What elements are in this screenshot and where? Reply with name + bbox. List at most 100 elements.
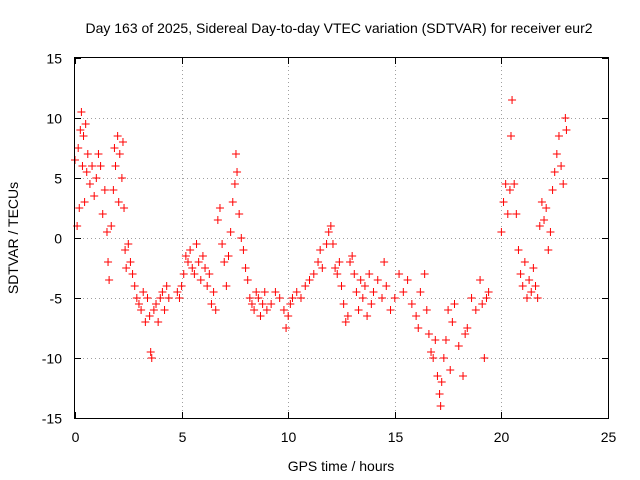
data-point	[341, 318, 350, 326]
data-point	[557, 162, 566, 170]
data-point	[286, 300, 295, 308]
data-point	[120, 204, 129, 212]
data-point	[122, 264, 131, 272]
data-point	[173, 288, 182, 296]
data-point	[237, 234, 246, 242]
y-tick-label: 0	[54, 231, 62, 247]
data-point	[110, 144, 119, 152]
data-point	[444, 306, 453, 314]
data-point	[339, 300, 348, 308]
data-point	[94, 150, 103, 158]
data-point	[284, 312, 293, 320]
data-point	[516, 270, 525, 278]
data-point	[88, 162, 97, 170]
data-point	[561, 114, 570, 122]
data-point	[529, 264, 538, 272]
data-point	[369, 288, 378, 296]
data-point	[429, 354, 438, 362]
data-point	[514, 246, 523, 254]
data-point	[484, 288, 493, 296]
data-point	[548, 186, 557, 194]
data-point	[194, 258, 203, 266]
data-point	[231, 150, 240, 158]
data-point	[76, 126, 85, 134]
data-point	[201, 264, 210, 272]
data-point	[111, 162, 120, 170]
data-point	[416, 288, 425, 296]
data-point	[209, 288, 218, 296]
data-point	[497, 228, 506, 236]
data-point	[130, 282, 139, 290]
data-point	[113, 132, 122, 140]
data-point	[109, 186, 118, 194]
x-tick-label: 0	[72, 429, 80, 445]
data-point	[115, 150, 124, 158]
data-point	[196, 276, 205, 284]
data-point	[378, 294, 387, 302]
data-point	[544, 246, 553, 254]
data-point	[356, 276, 365, 284]
data-point	[96, 162, 105, 170]
data-point	[482, 294, 491, 302]
data-point	[279, 306, 288, 314]
data-point	[386, 306, 395, 314]
data-point	[395, 270, 404, 278]
data-point	[331, 264, 340, 272]
data-point	[132, 294, 141, 302]
data-point	[275, 294, 284, 302]
data-point	[100, 186, 109, 194]
data-point	[143, 294, 152, 302]
data-point	[239, 246, 248, 254]
data-point	[420, 270, 429, 278]
x-tick-label: 20	[494, 429, 510, 445]
data-point	[137, 306, 146, 314]
data-point	[198, 252, 207, 260]
data-point	[134, 300, 143, 308]
data-point	[499, 198, 508, 206]
data-point	[305, 276, 314, 284]
data-point	[267, 300, 276, 308]
data-point	[75, 204, 84, 212]
data-point	[256, 312, 265, 320]
data-point	[233, 168, 242, 176]
data-point	[501, 180, 510, 188]
data-point	[102, 228, 111, 236]
data-point	[145, 312, 154, 320]
data-point	[427, 348, 436, 356]
data-point	[527, 288, 536, 296]
data-point	[318, 264, 327, 272]
data-point	[522, 294, 531, 302]
data-point	[228, 198, 237, 206]
data-point	[346, 258, 355, 266]
y-tick-label: -5	[50, 291, 63, 307]
data-point	[262, 306, 271, 314]
data-point	[118, 138, 127, 146]
y-axis-ticks: -15 -10 -5 0 5 10 15	[42, 51, 608, 427]
data-point	[247, 300, 256, 308]
data-point	[367, 300, 376, 308]
data-point	[512, 210, 521, 218]
data-point	[179, 270, 188, 278]
data-point	[435, 390, 444, 398]
plot-frame	[74, 57, 609, 419]
data-point	[203, 282, 212, 290]
data-point	[439, 354, 448, 362]
data-point	[188, 264, 197, 272]
data-point	[478, 300, 487, 308]
data-point	[510, 180, 519, 188]
x-axis-title: GPS time / hours	[288, 458, 395, 474]
data-point	[183, 258, 192, 266]
data-point	[508, 96, 517, 104]
data-point	[471, 306, 480, 314]
data-point	[562, 126, 571, 134]
data-point	[74, 144, 83, 152]
x-tick-label: 10	[281, 429, 297, 445]
data-point	[454, 342, 463, 350]
data-point	[245, 294, 254, 302]
data-point	[546, 228, 555, 236]
y-tick-label: -10	[42, 351, 62, 367]
data-point	[124, 240, 133, 248]
data-point	[314, 258, 323, 266]
data-point	[205, 270, 214, 278]
data-point	[333, 270, 342, 278]
